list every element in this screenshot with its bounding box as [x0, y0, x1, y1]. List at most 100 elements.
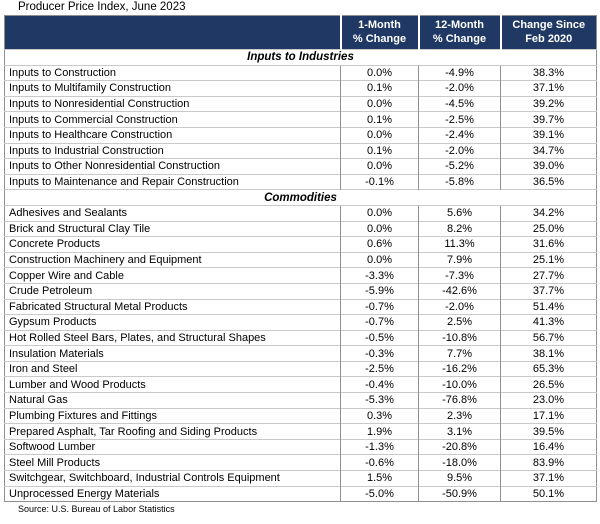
- row-label: Concrete Products: [4, 236, 341, 253]
- row-label: Switchgear, Switchboard, Industrial Cont…: [4, 470, 341, 487]
- table-row: Inputs to Maintenance and Repair Constru…: [4, 173, 597, 190]
- table-row: Brick and Structural Clay Tile 0.0% 8.2% 25…: [4, 220, 597, 237]
- one-month-value: -5.9%: [340, 282, 419, 299]
- table-row: Steel Mill Products -0.6% -18.0% 83.9%: [4, 454, 597, 471]
- table-row: Natural Gas -5.3% -76.8% 23.0%: [4, 392, 597, 409]
- since-feb-2020-value: 39.7%: [500, 111, 597, 128]
- row-label: Steel Mill Products: [4, 454, 341, 471]
- header-12-month: 12-Month % Change: [417, 15, 501, 50]
- table-row: Insulation Materials -0.3% 7.7% 38.1%: [4, 345, 597, 362]
- header-1-month-line2: % Change: [352, 32, 407, 45]
- since-feb-2020-value: 39.2%: [500, 95, 597, 112]
- source-note: Source: U.S. Bureau of Labor Statistics: [18, 504, 175, 515]
- twelve-month-value: 9.5%: [418, 470, 501, 487]
- row-label: Inputs to Maintenance and Repair Constru…: [4, 173, 341, 190]
- header-1-month: 1-Month % Change: [339, 15, 419, 50]
- twelve-month-value: -10.8%: [418, 329, 501, 346]
- since-feb-2020-value: 65.3%: [500, 360, 597, 377]
- table-row: Inputs to Other Nonresidential Construct…: [4, 158, 597, 175]
- since-feb-2020-value: 23.0%: [500, 392, 597, 409]
- row-label: Iron and Steel: [4, 360, 341, 377]
- row-label: Lumber and Wood Products: [4, 376, 341, 393]
- section-title: Commodities: [4, 189, 597, 206]
- row-label: Construction Machinery and Equipment: [4, 251, 341, 268]
- twelve-month-value: 2.5%: [418, 314, 501, 331]
- one-month-value: 0.0%: [340, 204, 419, 222]
- since-feb-2020-value: 38.1%: [500, 345, 597, 362]
- since-feb-2020-value: 39.1%: [500, 126, 597, 144]
- since-feb-2020-value: 36.5%: [500, 173, 597, 190]
- table-row: Inputs to Nonresidential Construction 0.0…: [4, 95, 597, 112]
- table-row: Switchgear, Switchboard, Industrial Cont…: [4, 470, 597, 487]
- twelve-month-value: -4.9%: [418, 64, 501, 81]
- one-month-value: 0.1%: [340, 80, 419, 97]
- one-month-value: -0.3%: [340, 345, 419, 362]
- twelve-month-value: -50.9%: [418, 485, 501, 502]
- table-row: Inputs to Commercial Construction 0.1% -2.…: [4, 111, 597, 128]
- row-label: Prepared Asphalt, Tar Roofing and Siding…: [4, 423, 341, 440]
- since-feb-2020-value: 41.3%: [500, 314, 597, 331]
- twelve-month-value: -2.4%: [418, 126, 501, 144]
- since-feb-2020-value: 56.7%: [500, 329, 597, 346]
- row-label: Inputs to Industrial Construction: [4, 142, 341, 159]
- since-feb-2020-value: 51.4%: [500, 298, 597, 315]
- table-row: Inputs to Healthcare Construction 0.0% -2.…: [4, 126, 597, 144]
- one-month-value: -5.0%: [340, 485, 419, 502]
- section-header-row: Inputs to Industries: [4, 49, 597, 66]
- twelve-month-value: -5.2%: [418, 158, 501, 175]
- twelve-month-value: -76.8%: [418, 392, 501, 409]
- one-month-value: 0.0%: [340, 64, 419, 81]
- one-month-value: 1.9%: [340, 423, 419, 440]
- since-feb-2020-value: 39.5%: [500, 423, 597, 440]
- table-row: Plumbing Fixtures and Fittings 0.3% 2.3% 17…: [4, 407, 597, 424]
- row-label: Adhesives and Sealants: [4, 204, 341, 222]
- one-month-value: -2.5%: [340, 360, 419, 377]
- table-row: Copper Wire and Cable -3.3% -7.3% 27.7%: [4, 267, 597, 284]
- row-label: Inputs to Multifamily Construction: [4, 80, 341, 97]
- row-label: Fabricated Structural Metal Products: [4, 298, 341, 315]
- table-row: Adhesives and Sealants 0.0% 5.6% 34.2%: [4, 204, 597, 222]
- since-feb-2020-value: 17.1%: [500, 407, 597, 424]
- table-row: Fabricated Structural Metal Products -0.7…: [4, 298, 597, 315]
- twelve-month-value: 11.3%: [418, 236, 501, 253]
- twelve-month-value: 5.6%: [418, 204, 501, 222]
- table-row: Lumber and Wood Products -0.4% -10.0% 26.5%: [4, 376, 597, 393]
- header-change-since-feb-2020: Change Since Feb 2020: [499, 15, 597, 50]
- row-label: Copper Wire and Cable: [4, 267, 341, 284]
- table-row: Unprocessed Energy Materials -5.0% -50.9% 5…: [4, 485, 597, 502]
- one-month-value: -0.5%: [340, 329, 419, 346]
- header-12-month-line2: % Change: [432, 32, 487, 45]
- table-row: Construction Machinery and Equipment 0.0%…: [4, 251, 597, 268]
- since-feb-2020-value: 37.7%: [500, 282, 597, 299]
- one-month-value: -0.6%: [340, 454, 419, 471]
- table-body: Inputs to Industries Inputs to Constructi…: [4, 49, 597, 502]
- header-1-month-line1: 1-Month: [358, 19, 401, 31]
- since-feb-2020-value: 83.9%: [500, 454, 597, 471]
- header-empty-cell: [4, 15, 341, 50]
- section-header-row: Commodities: [4, 189, 597, 206]
- one-month-value: -0.1%: [340, 173, 419, 190]
- twelve-month-value: 8.2%: [418, 220, 501, 237]
- row-label: Plumbing Fixtures and Fittings: [4, 407, 341, 424]
- since-feb-2020-value: 38.3%: [500, 64, 597, 81]
- row-label: Brick and Structural Clay Tile: [4, 220, 341, 237]
- one-month-value: 0.0%: [340, 126, 419, 144]
- row-label: Inputs to Healthcare Construction: [4, 126, 341, 144]
- one-month-value: 0.0%: [340, 220, 419, 237]
- one-month-value: -0.4%: [340, 376, 419, 393]
- since-feb-2020-value: 26.5%: [500, 376, 597, 393]
- twelve-month-value: 3.1%: [418, 423, 501, 440]
- one-month-value: -5.3%: [340, 392, 419, 409]
- table-row: Inputs to Multifamily Construction 0.1% -2…: [4, 80, 597, 97]
- table-row: Prepared Asphalt, Tar Roofing and Siding…: [4, 423, 597, 440]
- table-row: Inputs to Industrial Construction 0.1% -2.…: [4, 142, 597, 159]
- row-label: Insulation Materials: [4, 345, 341, 362]
- since-feb-2020-value: 31.6%: [500, 236, 597, 253]
- table-row: Gypsum Products -0.7% 2.5% 41.3%: [4, 314, 597, 331]
- since-feb-2020-value: 25.1%: [500, 251, 597, 268]
- table-row: Iron and Steel -2.5% -16.2% 65.3%: [4, 360, 597, 377]
- since-feb-2020-value: 27.7%: [500, 267, 597, 284]
- twelve-month-value: 7.7%: [418, 345, 501, 362]
- one-month-value: 0.0%: [340, 251, 419, 268]
